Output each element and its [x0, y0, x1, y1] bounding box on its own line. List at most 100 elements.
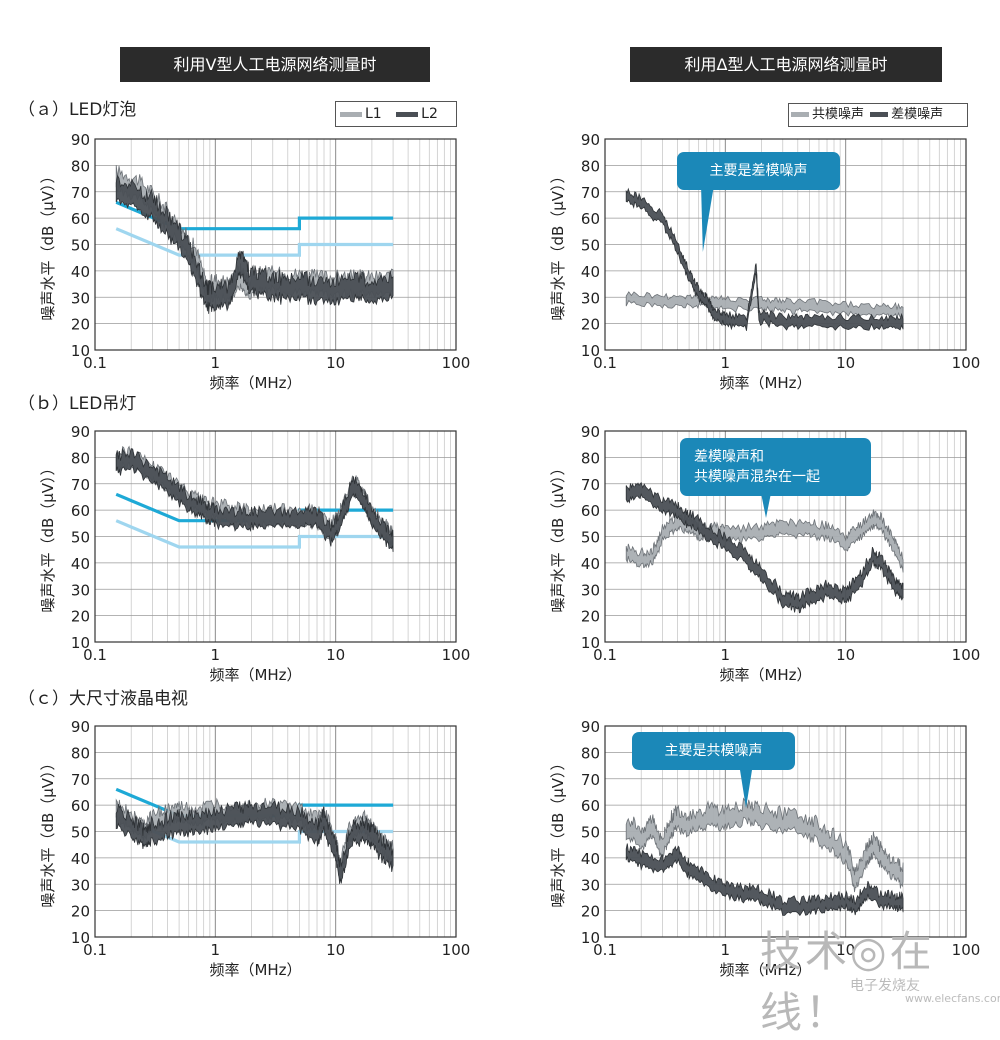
legend-swatch-l1	[340, 111, 362, 117]
x-tick-label: 10	[836, 354, 855, 372]
y-tick-label: 10	[71, 929, 90, 947]
y-tick-label: 60	[581, 210, 600, 228]
x-axis-label: 频率（MHz）	[209, 961, 301, 979]
x-axis-label: 频率（MHz）	[719, 666, 811, 684]
y-tick-label: 70	[71, 476, 90, 494]
x-axis-label: 频率（MHz）	[209, 374, 301, 392]
plot-frame	[604, 430, 967, 643]
x-axis-label: 频率（MHz）	[719, 961, 811, 979]
y-tick-label: 50	[71, 824, 90, 842]
series-a-band	[625, 797, 904, 893]
y-tick-label: 10	[581, 929, 600, 947]
x-tick-label: 1	[721, 941, 731, 959]
series-b-band	[115, 174, 394, 314]
series-b-band	[625, 187, 904, 331]
y-tick-label: 60	[581, 502, 600, 520]
y-axis-label: 噪声水平（dB（μV））	[39, 460, 57, 612]
y-tick-label: 50	[581, 237, 600, 255]
x-tick-label: 1	[721, 354, 731, 372]
y-tick-label: 60	[71, 797, 90, 815]
y-tick-label: 90	[581, 131, 600, 149]
x-tick-label: 1	[211, 646, 221, 664]
y-tick-label: 50	[581, 529, 600, 547]
header-delta-network: 利用Δ型人工电源网络测量时	[630, 47, 942, 82]
y-tick-label: 10	[581, 634, 600, 652]
y-tick-label: 80	[581, 449, 600, 467]
x-tick-label: 10	[836, 646, 855, 664]
y-tick-label: 90	[71, 131, 90, 149]
x-tick-label: 1	[211, 354, 221, 372]
watermark-url: www.elecfans.com	[905, 992, 1000, 1005]
x-tick-label: 1	[721, 646, 731, 664]
callout-c-tail	[740, 770, 752, 808]
limit-line-1	[115, 227, 394, 257]
plot-frame	[94, 138, 457, 351]
legend-label-common: 共模噪声	[812, 107, 865, 122]
x-tick-label: 0.1	[83, 354, 107, 372]
y-axis-label: 噪声水平（dB（μV））	[39, 168, 57, 320]
callout-b-tail	[760, 488, 772, 518]
chart-c-left: 10 20 30 40 50 60 70 80 90 0.1 1 10 100 频率（MHz） 噪声水平（d…	[39, 718, 470, 979]
plot-frame	[94, 430, 457, 643]
y-tick-label: 40	[71, 850, 90, 868]
callout-c: 主要是共模噪声	[632, 732, 795, 808]
y-axis-label: 噪声水平（dB（μV））	[549, 460, 567, 612]
callout-b-line2: 共模噪声混杂在一起	[694, 469, 820, 485]
y-tick-label: 50	[71, 237, 90, 255]
callout-a: 主要是差模噪声	[677, 152, 840, 252]
y-tick-label: 40	[71, 263, 90, 281]
y-tick-label: 70	[581, 771, 600, 789]
chart-a-left: 10 20 30 40 50 60 70 80 90 0.1 1 10 100 频率（MHz） 噪声水平（d…	[39, 131, 470, 392]
x-tick-label: 0.1	[83, 941, 107, 959]
y-tick-label: 90	[71, 718, 90, 736]
y-tick-label: 60	[71, 502, 90, 520]
y-tick-label: 30	[71, 876, 90, 894]
y-axis-label: 噪声水平（dB（μV））	[39, 755, 57, 907]
callout-b: 差模噪声和 共模噪声混杂在一起	[680, 438, 871, 518]
y-tick-label: 40	[581, 850, 600, 868]
plot-frame	[604, 725, 967, 938]
y-tick-label: 70	[581, 184, 600, 202]
x-tick-label: 100	[952, 354, 981, 372]
y-tick-label: 80	[71, 744, 90, 762]
y-tick-label: 20	[581, 608, 600, 626]
legend-right: 共模噪声 差模噪声	[788, 103, 968, 127]
x-tick-label: 0.1	[593, 941, 617, 959]
y-tick-label: 90	[581, 423, 600, 441]
callout-a-text: 主要是差模噪声	[709, 163, 808, 179]
y-tick-label: 20	[71, 316, 90, 334]
x-tick-label: 100	[952, 941, 981, 959]
x-tick-label: 0.1	[83, 646, 107, 664]
y-tick-label: 90	[581, 718, 600, 736]
x-tick-label: 10	[326, 646, 345, 664]
y-tick-label: 30	[581, 876, 600, 894]
y-tick-label: 60	[581, 797, 600, 815]
y-tick-label: 80	[71, 449, 90, 467]
y-tick-label: 50	[581, 824, 600, 842]
header-v-network: 利用V型人工电源网络测量时	[120, 47, 430, 82]
x-tick-label: 100	[442, 646, 471, 664]
x-tick-label: 1	[211, 941, 221, 959]
y-tick-label: 20	[71, 903, 90, 921]
section-title-c: （ｃ）大尺寸液晶电视	[18, 689, 188, 709]
y-tick-label: 50	[71, 529, 90, 547]
y-tick-label: 30	[71, 289, 90, 307]
y-tick-label: 60	[71, 210, 90, 228]
y-axis-label: 噪声水平（dB（μV））	[549, 168, 567, 320]
x-tick-label: 0.1	[593, 646, 617, 664]
y-tick-label: 90	[71, 423, 90, 441]
y-tick-label: 80	[71, 157, 90, 175]
series-b-band	[115, 800, 394, 884]
legend-left: L1 L2	[335, 101, 457, 127]
x-axis-label: 频率（MHz）	[209, 666, 301, 684]
y-tick-label: 40	[71, 555, 90, 573]
legend-swatch-common	[791, 112, 809, 117]
y-tick-label: 20	[581, 903, 600, 921]
x-tick-label: 10	[326, 354, 345, 372]
legend-label-l2: L2	[421, 106, 438, 122]
plot-frame	[604, 138, 967, 351]
x-tick-label: 0.1	[593, 354, 617, 372]
chart-b-left: 10 20 30 40 50 60 70 80 90 0.1 1 10 100 频率（MHz） 噪声水平（d…	[39, 423, 470, 684]
legend-label-diff: 差模噪声	[891, 107, 944, 122]
y-tick-label: 20	[71, 608, 90, 626]
